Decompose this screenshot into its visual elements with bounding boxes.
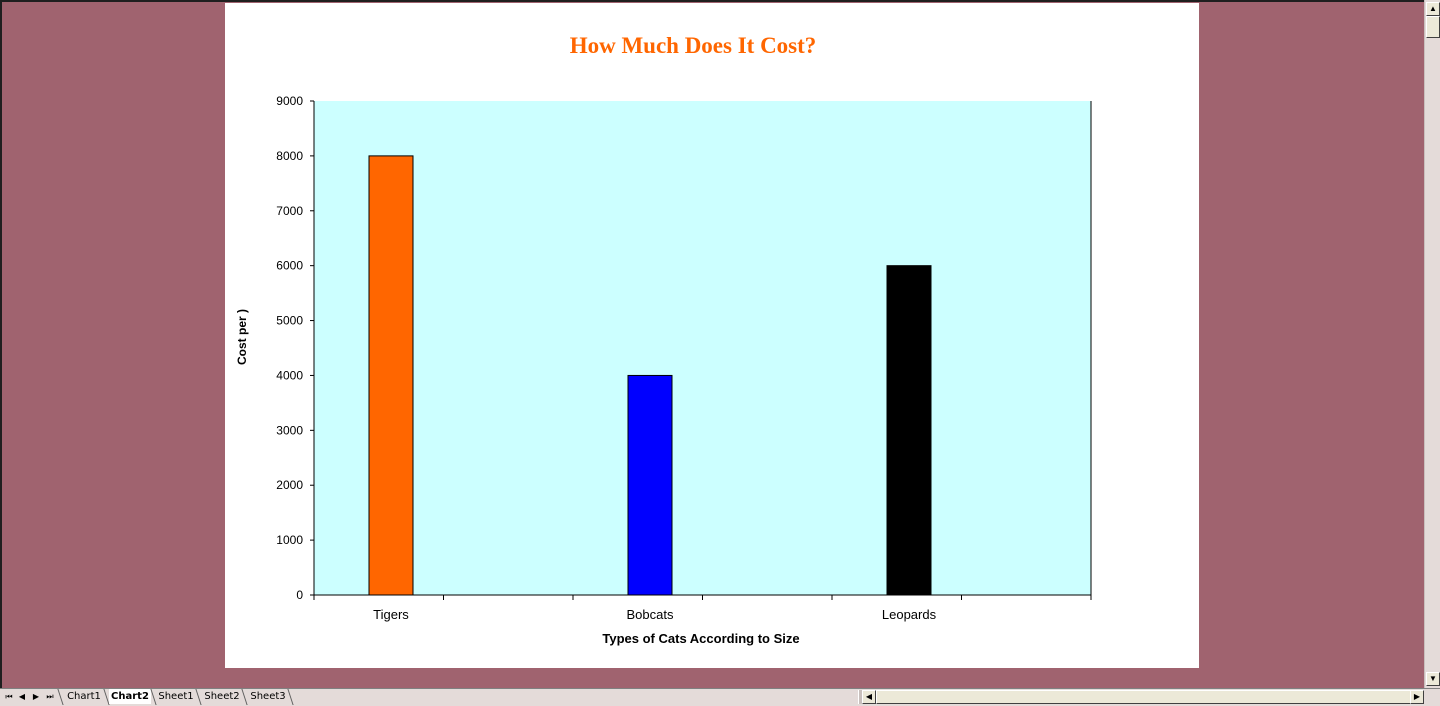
window-left-border bbox=[0, 0, 2, 688]
tab-divider bbox=[57, 689, 64, 705]
y-axis-title: Cost per ) bbox=[235, 309, 249, 365]
vertical-scroll-thumb[interactable] bbox=[1426, 16, 1440, 38]
chart-area[interactable]: How Much Does It Cost? Cost per ) Types … bbox=[225, 3, 1199, 668]
y-tick-label: 5000 bbox=[276, 314, 303, 328]
prev-sheet-icon[interactable]: ◀ bbox=[18, 692, 26, 701]
x-tick-label: Bobcats bbox=[627, 607, 674, 622]
y-tick-label: 8000 bbox=[276, 149, 303, 163]
first-sheet-icon[interactable]: ⏮ bbox=[5, 692, 13, 701]
sheet-tab-bar: ⏮ ◀ ▶ ⏭ Chart1 Chart2 Sheet1 Sheet2 Shee… bbox=[0, 688, 1440, 706]
bar-leopards bbox=[886, 265, 932, 596]
y-tick-label: 3000 bbox=[276, 423, 303, 437]
tab-sheet1[interactable]: Sheet1 bbox=[158, 691, 194, 702]
tab-sheet2[interactable]: Sheet2 bbox=[204, 691, 240, 702]
scroll-left-button[interactable]: ◀ bbox=[862, 690, 876, 704]
scroll-right-button[interactable]: ▶ bbox=[1410, 690, 1424, 704]
tab-chart1[interactable]: Chart1 bbox=[67, 691, 101, 702]
chart-title: How Much Does It Cost? bbox=[570, 33, 817, 58]
tab-sheet3[interactable]: Sheet3 bbox=[250, 691, 286, 702]
scroll-down-button[interactable]: ▼ bbox=[1426, 672, 1440, 686]
x-tick-label: Tigers bbox=[373, 607, 409, 622]
vertical-scrollbar[interactable]: ▲ ▼ bbox=[1424, 0, 1440, 688]
scroll-up-button[interactable]: ▲ bbox=[1426, 2, 1440, 16]
y-tick-label: 0 bbox=[296, 588, 303, 602]
y-tick-label: 6000 bbox=[276, 259, 303, 273]
tab-divider bbox=[241, 689, 248, 705]
y-tick-label: 1000 bbox=[276, 533, 303, 547]
window-top-border bbox=[0, 0, 1424, 2]
tab-divider bbox=[287, 689, 294, 705]
next-sheet-icon[interactable]: ▶ bbox=[32, 692, 40, 701]
x-axis-title: Types of Cats According to Size bbox=[602, 631, 799, 646]
horizontal-scrollbar[interactable]: ◀ ▶ bbox=[862, 690, 1424, 704]
y-tick-label: 2000 bbox=[276, 478, 303, 492]
plot-area bbox=[314, 101, 1091, 595]
horizontal-scroll-thumb[interactable] bbox=[876, 690, 1414, 704]
y-tick-label: 9000 bbox=[276, 94, 303, 108]
y-tick-label: 7000 bbox=[276, 204, 303, 218]
bar-tigers bbox=[368, 155, 414, 596]
last-sheet-icon[interactable]: ⏭ bbox=[46, 692, 54, 701]
chart-svg: How Much Does It Cost? Cost per ) Types … bbox=[235, 33, 1092, 646]
bar-bobcats bbox=[627, 374, 673, 596]
x-tick-label: Leopards bbox=[882, 607, 937, 622]
tab-chart2[interactable]: Chart2 bbox=[109, 689, 151, 704]
tab-divider bbox=[195, 689, 202, 705]
y-tick-label: 4000 bbox=[276, 368, 303, 382]
